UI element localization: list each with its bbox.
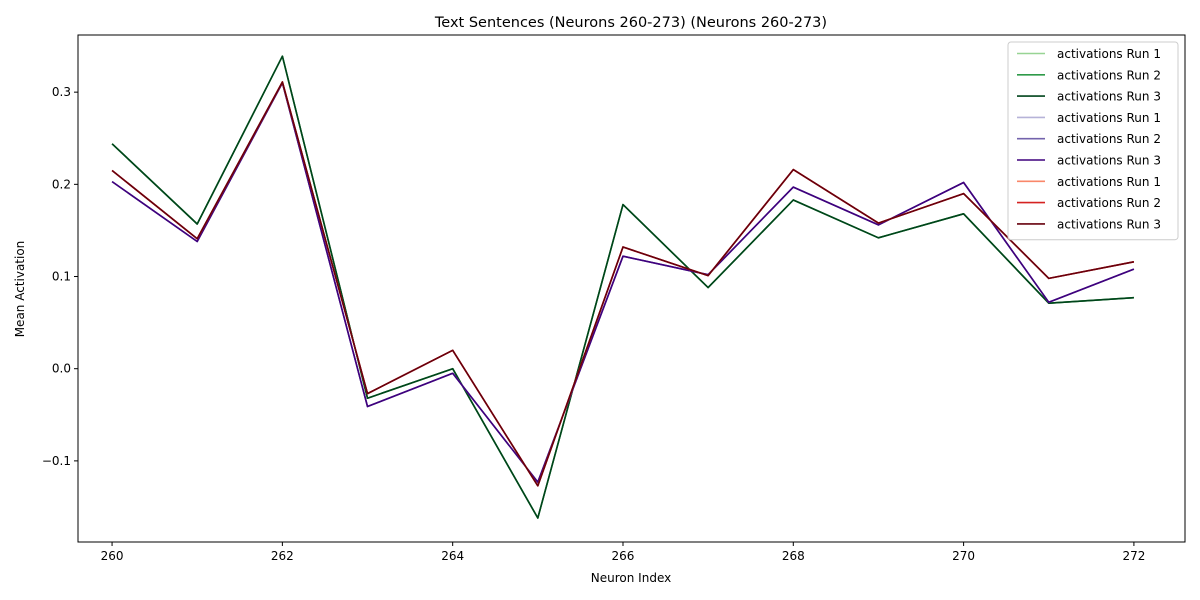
x-axis-label: Neuron Index <box>591 571 671 585</box>
y-tick-label: −0.1 <box>42 454 71 468</box>
x-tick-label: 266 <box>612 549 635 563</box>
legend-box <box>1007 41 1179 241</box>
series-line-9 <box>111 81 1135 487</box>
plot-frame <box>77 34 1186 543</box>
series-line-4 <box>111 82 1135 483</box>
legend-label: activations Run 1 <box>1057 111 1161 125</box>
x-tick-label: 260 <box>101 549 124 563</box>
x-tick-label: 272 <box>1122 549 1145 563</box>
y-tick-label: 0.2 <box>52 177 71 191</box>
y-tick-label: 0.0 <box>52 362 71 376</box>
series-line-2 <box>111 55 1134 519</box>
legend-label: activations Run 3 <box>1057 90 1161 104</box>
series-line-8 <box>111 81 1135 487</box>
series-line-1 <box>111 55 1134 519</box>
legend: activations Run 1 activations Run 2 activa… <box>1007 41 1179 241</box>
series-line-5 <box>111 82 1135 483</box>
chart-title: Text Sentences (Neurons 260-273) (Neuron… <box>434 15 827 31</box>
legend-label: activations Run 1 <box>1057 47 1161 61</box>
series-line-7 <box>111 81 1135 487</box>
series-line-6 <box>111 82 1135 483</box>
legend-label: activations Run 2 <box>1057 68 1161 82</box>
x-tick-label: 270 <box>952 549 975 563</box>
legend-label: activations Run 3 <box>1057 217 1161 231</box>
y-tick-label: 0.1 <box>52 270 71 284</box>
x-tick-label: 262 <box>271 549 294 563</box>
legend-label: activations Run 1 <box>1057 175 1161 189</box>
legend-label: activations Run 2 <box>1057 196 1161 210</box>
x-tick-label: 268 <box>782 549 805 563</box>
x-tick-label: 264 <box>441 549 464 563</box>
legend-label: activations Run 3 <box>1057 154 1161 168</box>
series-line-3 <box>111 55 1134 519</box>
y-tick-label: 0.3 <box>52 85 71 99</box>
legend-label: activations Run 2 <box>1057 132 1161 146</box>
y-axis-label: Mean Activation <box>13 241 27 338</box>
